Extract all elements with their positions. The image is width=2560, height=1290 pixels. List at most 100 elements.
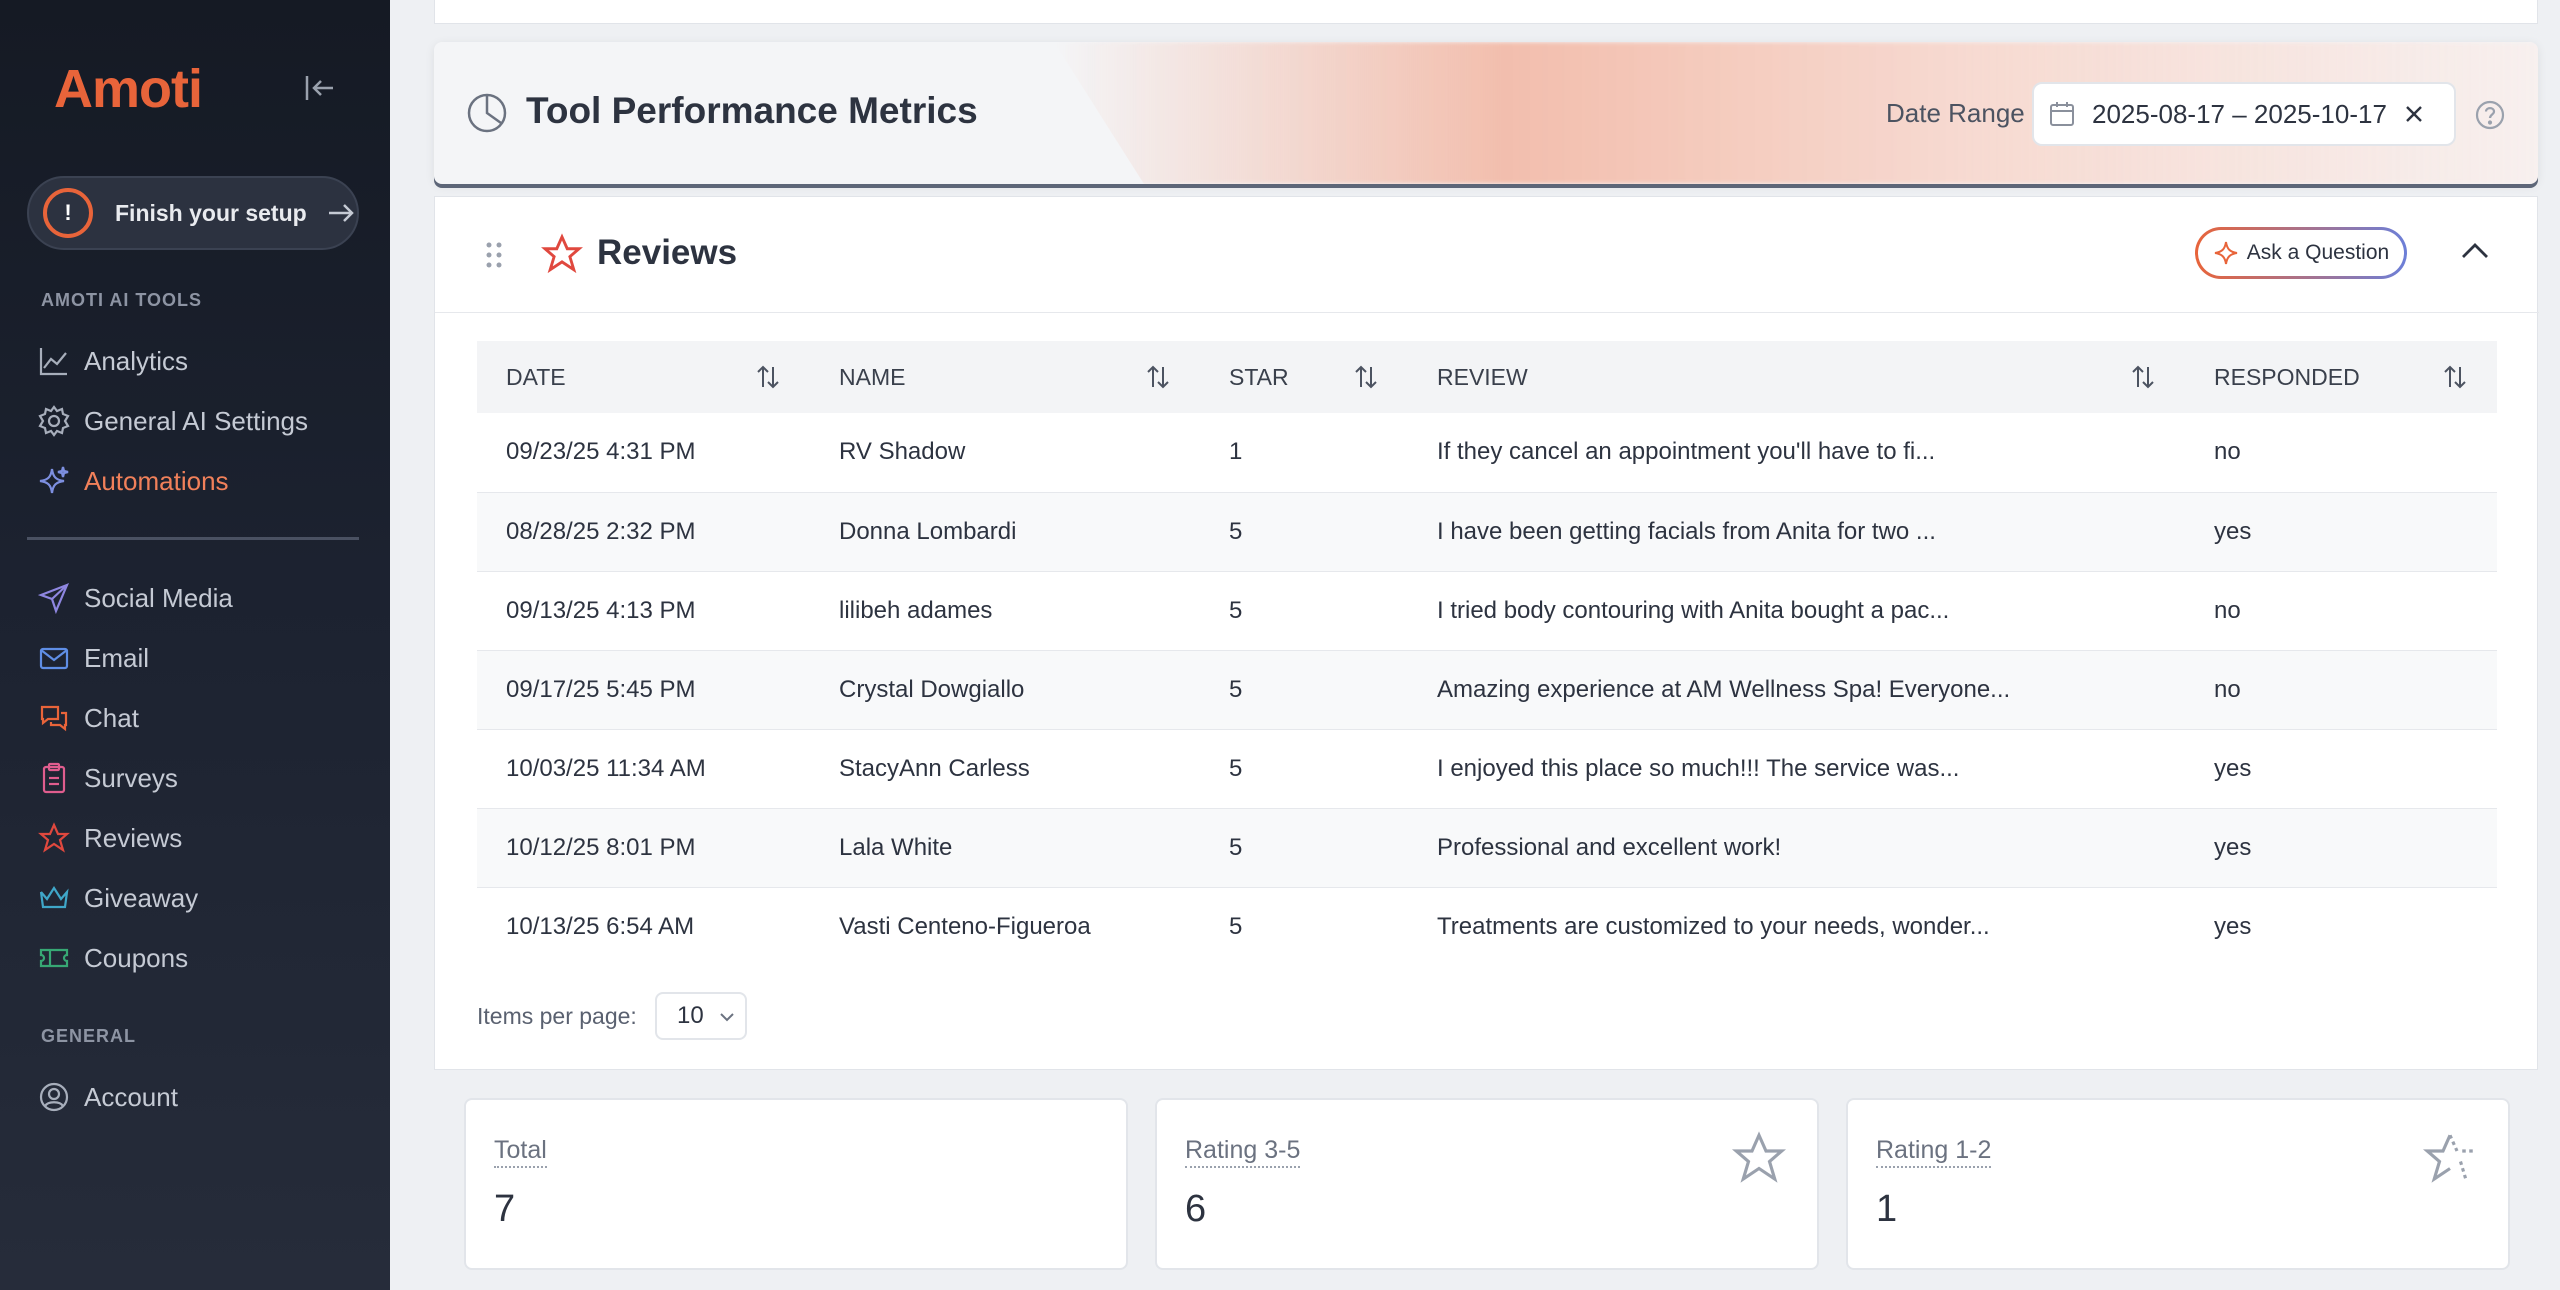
table-row[interactable]: 09/13/25 4:13 PM lilibeh adames 5 I trie… (477, 571, 2497, 651)
cell-responded: yes (2185, 808, 2497, 888)
alert-icon: ! (43, 188, 93, 238)
table-row[interactable]: 10/03/25 11:34 AM StacyAnn Carless 5 I e… (477, 729, 2497, 809)
sidebar-item-label: Coupons (84, 942, 189, 973)
cell-responded: no (2185, 650, 2497, 730)
column-header-star[interactable]: STAR (1200, 341, 1408, 413)
cell-date: 08/28/25 2:32 PM (477, 492, 810, 572)
cell-date: 09/17/25 5:45 PM (477, 650, 810, 730)
sidebar-item-email[interactable]: Email (38, 634, 358, 682)
sidebar-item-analytics[interactable]: Analytics (38, 337, 358, 385)
column-header-name[interactable]: NAME (810, 341, 1200, 413)
cell-star: 1 (1200, 413, 1408, 493)
sort-icon[interactable] (754, 363, 782, 391)
sidebar-item-label: Automations (84, 465, 229, 496)
sidebar-item-general-ai-settings[interactable]: General AI Settings (38, 397, 358, 445)
crown-icon (39, 885, 69, 909)
table-row[interactable]: 10/12/25 8:01 PM Lala White 5 Profession… (477, 808, 2497, 888)
collapse-sidebar-button[interactable] (300, 70, 340, 106)
cell-star: 5 (1229, 912, 1243, 940)
items-per-page-select[interactable]: 10 (655, 992, 747, 1040)
sidebar-item-surveys[interactable]: Surveys (38, 754, 358, 802)
cell-name: RV Shadow (810, 413, 1200, 493)
section-label-general: GENERAL (41, 1026, 137, 1046)
sidebar-item-account[interactable]: Account (38, 1073, 358, 1121)
cell-responded: no (2185, 413, 2497, 493)
cell-name: lilibeh adames (810, 571, 1200, 651)
help-icon[interactable] (2474, 99, 2506, 131)
star-icon (38, 822, 70, 853)
table-row[interactable]: 10/13/25 6:54 AM Vasti Centeno-Figueroa … (477, 887, 2497, 966)
cell-review: I tried body contouring with Anita bough… (1408, 571, 2185, 651)
star-outline-icon (1731, 1131, 1787, 1183)
sort-icon[interactable] (1352, 363, 1380, 391)
sidebar-item-giveaway[interactable]: Giveaway (38, 874, 358, 922)
date-range-picker[interactable]: 2025-08-17 – 2025-10-17 (2032, 82, 2456, 146)
cell-date: 10/03/25 11:34 AM (477, 729, 810, 809)
page-title: Tool Performance Metrics (526, 90, 978, 131)
chevron-up-icon[interactable] (2455, 231, 2495, 271)
ask-question-button[interactable]: Ask a Question (2195, 227, 2407, 279)
ask-question-label: Ask a Question (2246, 241, 2390, 264)
top-strip (434, 0, 2538, 24)
sidebar-item-chat[interactable]: Chat (38, 694, 358, 742)
table-header-row: DATE NAME STAR REVIEW RESPONDED (477, 341, 2497, 413)
paper-plane-icon (38, 583, 70, 614)
cell-review: I enjoyed this place so much!!! The serv… (1408, 729, 2185, 809)
sidebar-item-label: Reviews (84, 822, 183, 853)
sidebar-item-coupons[interactable]: Coupons (38, 934, 358, 982)
sort-icon[interactable] (2129, 363, 2157, 391)
date-range-label: Date Range (1886, 98, 2025, 128)
cell-review: Professional and excellent work! (1408, 808, 2185, 888)
sort-icon[interactable] (1144, 363, 1172, 391)
close-icon[interactable] (2403, 103, 2425, 125)
sidebar-item-automations[interactable]: Automations (38, 457, 358, 505)
cell-review: If they cancel an appointment you'll hav… (1408, 413, 2185, 493)
sidebar-item-label: Analytics (84, 345, 189, 376)
finish-setup-button[interactable]: ! Finish your setup (27, 176, 359, 250)
star-icon (541, 233, 583, 274)
stat-value: 6 (1185, 1188, 1207, 1230)
sidebar-item-social-media[interactable]: Social Media (38, 574, 358, 622)
cell-responded: yes (2185, 492, 2497, 572)
stat-value: 7 (494, 1188, 516, 1230)
table-row[interactable]: 09/23/25 4:31 PM RV Shadow 1 If they can… (477, 413, 2497, 493)
stat-label[interactable]: Rating 3-5 (1185, 1136, 1301, 1168)
metrics-header: Tool Performance Metrics Date Range 2025… (434, 42, 2538, 184)
sidebar-item-label: Email (84, 642, 150, 673)
collapse-left-icon (305, 76, 333, 100)
cell-star: 5 (1200, 650, 1408, 730)
chat-bubbles-icon (40, 705, 68, 732)
cell-review: Treatments are customized to your needs,… (1437, 912, 1990, 940)
stat-label[interactable]: Total (494, 1136, 547, 1168)
cell-name: Lala White (810, 808, 1200, 888)
sidebar-divider (27, 537, 359, 540)
cell-name: Vasti Centeno-Figueroa (839, 912, 1091, 940)
stat-card-total: Total 7 (464, 1098, 1128, 1270)
amoti-logo[interactable]: Amoti (54, 59, 203, 119)
stat-card-rating-1-2: Rating 1-2 1 (1846, 1098, 2510, 1270)
cell-star: 5 (1200, 729, 1408, 809)
stat-label[interactable]: Rating 1-2 (1876, 1136, 1992, 1168)
table-row[interactable]: 08/28/25 2:32 PM Donna Lombardi 5 I have… (477, 492, 2497, 572)
drag-handle-icon[interactable] (485, 241, 503, 269)
ticket-icon (39, 948, 69, 968)
sparkle-icon (39, 466, 69, 494)
sort-icon[interactable] (2441, 363, 2469, 391)
reviews-card: Reviews Ask a Question DATE NAME STAR RE… (434, 196, 2539, 1070)
reviews-table: DATE NAME STAR REVIEW RESPONDED 09/23/25… (477, 341, 2497, 966)
cell-date: 09/13/25 4:13 PM (477, 571, 810, 651)
reviews-title: Reviews (597, 233, 738, 272)
table-row[interactable]: 09/17/25 5:45 PM Crystal Dowgiallo 5 Ama… (477, 650, 2497, 730)
cell-name: Crystal Dowgiallo (810, 650, 1200, 730)
column-header-review[interactable]: REVIEW (1408, 341, 2185, 413)
chevron-down-icon (720, 1013, 734, 1022)
reviews-card-header: Reviews Ask a Question (435, 197, 2539, 313)
column-header-date[interactable]: DATE (477, 341, 810, 413)
sidebar-item-reviews[interactable]: Reviews (38, 814, 358, 862)
clipboard-icon (42, 762, 66, 794)
finish-setup-label: Finish your setup (115, 199, 307, 226)
column-header-responded[interactable]: RESPONDED (2185, 341, 2497, 413)
date-range-value: 2025-08-17 – 2025-10-17 (2092, 98, 2387, 129)
gear-icon (38, 405, 70, 437)
cell-star: 5 (1200, 571, 1408, 651)
